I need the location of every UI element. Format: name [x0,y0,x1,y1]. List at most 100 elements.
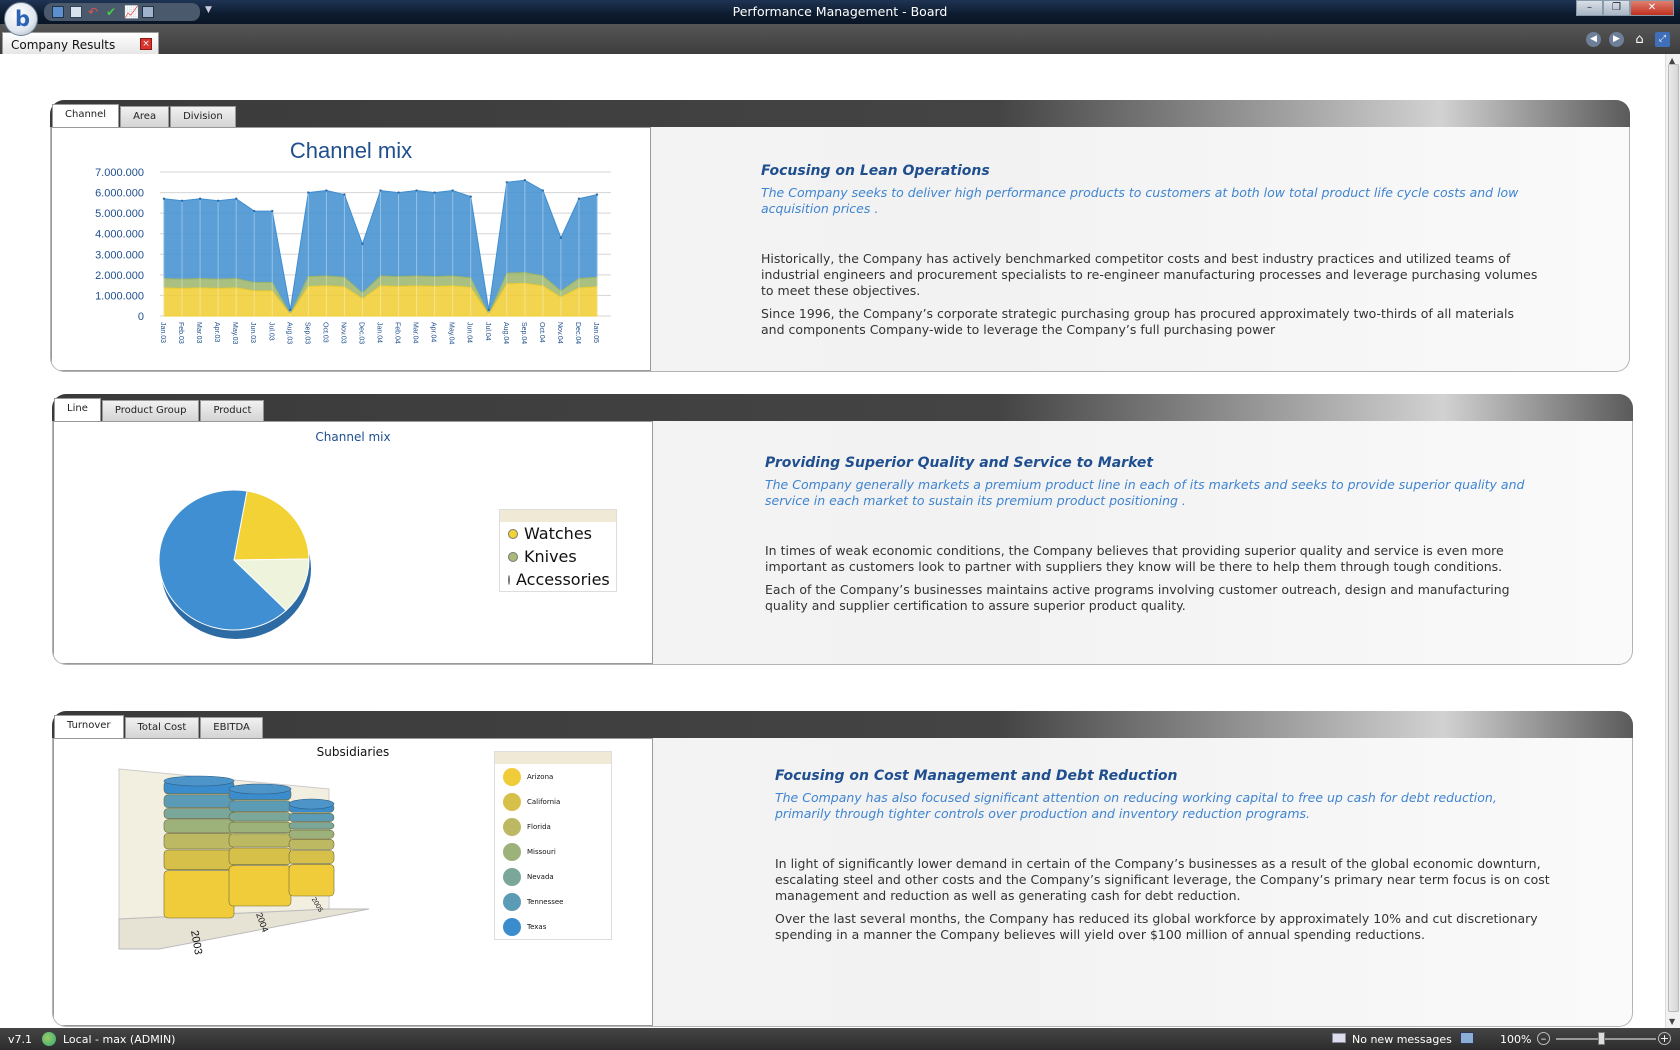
panel-tabs: Channel Area Division [52,104,236,127]
panel-paragraph: In times of weak economic conditions, th… [765,543,1504,574]
app-logo: b [15,7,31,31]
globe-icon [42,1032,56,1046]
screen-icon[interactable] [142,6,154,18]
panel-paragraph: Each of the Company’s businesses maintai… [765,582,1510,613]
tab-total-cost[interactable]: Total Cost [124,717,200,738]
status-bar: v7.1 Local - max (ADMIN) No new messages… [0,1028,1680,1050]
pie-legend: Watches Knives Accessories [499,509,617,592]
zoom-slider-thumb[interactable] [1598,1032,1605,1045]
chart-icon[interactable]: 📈 [124,5,139,19]
x-tick-label: May.04 [448,322,455,345]
tab-product[interactable]: Product [200,400,265,421]
document-tab[interactable]: Company Results × [2,32,159,54]
legend-swatch [503,817,521,836]
fullscreen-icon[interactable]: ⤢ [1655,32,1670,47]
qat-dropdown-icon[interactable]: ▼ [205,5,212,15]
x-tick-label: Feb.03 [177,322,184,344]
bar-segment-tennessee [163,794,235,808]
vertical-scrollbar[interactable]: ▲ ▼ [1665,54,1680,1028]
check-icon[interactable]: ✔ [106,5,117,19]
panel-body: Channel mix Watches Knives Accessories Pro… [52,421,1633,665]
legend-swatch [503,867,521,886]
mail-icon[interactable] [1332,1033,1346,1043]
layout-icon[interactable] [1460,1032,1474,1044]
area-data-point [271,209,274,213]
panel-cost-management: Turnover Total Cost EBITDA Subsidiaries … [52,711,1633,1027]
zoom-out-icon[interactable]: – [1537,1032,1550,1045]
bar-segment-california [288,850,335,864]
legend-item: Texas [495,914,611,939]
legend-header [495,752,611,764]
x-tick-label: Jul.03 [267,322,274,341]
home-icon[interactable]: ⌂ [1635,32,1644,47]
tab-line[interactable]: Line [54,398,101,421]
x-tick-label: Sep.04 [520,322,527,344]
close-button[interactable]: ✕ [1630,0,1674,16]
scroll-down-icon[interactable]: ▼ [1669,1017,1676,1026]
panel-text: Focusing on Lean Operations The Company … [761,163,1541,345]
area-data-point [253,209,256,213]
bar-segment-arizona [288,864,335,897]
chart-title: Subsidiaries [316,745,390,759]
y-tick-label: 7.000.000 [95,167,144,179]
legend-label: Accessories [516,570,610,589]
x-tick-label: Nov.03 [339,322,346,344]
minimize-button[interactable]: – [1576,0,1603,16]
tab-area[interactable]: Area [120,106,170,127]
back-icon[interactable]: ◀ [1586,32,1601,47]
chart-title: Channel mix [290,138,412,163]
zoom-slider[interactable] [1556,1038,1656,1040]
dashboard-canvas: Channel Area Division Channel mix 0 1.000… [0,54,1665,1028]
legend-label: Nevada [527,872,554,881]
legend-item: Knives [500,545,616,568]
panel-subheading: The Company seeks to deliver high perfor… [761,185,1519,216]
panel-quality-service: Line Product Group Product Channel mix W… [52,394,1633,665]
area-data-point [415,189,418,192]
area-data-point [541,189,545,192]
area-data-point [162,197,166,200]
legend-item: Tennessee [495,889,611,914]
bar-top [163,775,235,787]
area-data-point [577,197,581,200]
forward-icon[interactable]: ▶ [1609,32,1624,47]
bar-top [288,798,335,810]
messages-label[interactable]: No new messages [1352,1033,1452,1046]
legend-label: Florida [527,822,551,831]
area-series-0 [163,282,598,317]
bar-segment-missouri [288,829,335,839]
legend-label: Missouri [527,847,556,856]
panel-header [50,100,1630,127]
scrollbar-thumb[interactable] [1668,64,1679,1012]
panel-lean-operations: Channel Area Division Channel mix 0 1.000… [50,100,1630,372]
x-tick-label: Mar.04 [412,322,419,344]
undo-icon[interactable]: ↶ [88,5,99,19]
maximize-button[interactable]: ❐ [1603,0,1630,16]
bar-legend: Arizona California Florida Missouri Nevada Te… [494,751,612,940]
area-data-point [180,199,184,202]
connection-label: Local - max (ADMIN) [63,1033,176,1046]
channel-mix-pie-chart [158,489,311,639]
save-icon[interactable] [52,6,64,18]
legend-label: Tennessee [527,897,564,906]
bar-segment-missouri [228,821,292,834]
tab-product-group[interactable]: Product Group [101,400,200,421]
tab-ebitda[interactable]: EBITDA [200,717,263,738]
legend-swatch [503,767,521,786]
bar-segment-florida [288,839,335,850]
app-menu-button[interactable]: b [4,2,38,36]
y-tick-label: 2.000.000 [95,270,144,282]
x-tick-label: Jan.05 [592,322,599,343]
panel-tabs: Turnover Total Cost EBITDA [54,715,263,738]
window-controls: – ❐ ✕ [1576,0,1674,16]
tab-turnover[interactable]: Turnover [54,715,124,738]
tab-channel[interactable]: Channel [52,104,120,127]
bar-segment-florida [163,833,235,850]
tab-division[interactable]: Division [170,106,236,127]
zoom-in-icon[interactable]: + [1658,1032,1671,1045]
table-icon[interactable] [70,6,82,18]
scroll-up-icon[interactable]: ▲ [1669,56,1676,65]
legend-item: California [495,789,611,814]
title-bar: Performance Management - Board ↶ ✔ 📈 ▼ –… [0,0,1680,24]
close-tab-icon[interactable]: × [140,38,152,50]
x-tick-label: Oct.04 [538,322,545,343]
